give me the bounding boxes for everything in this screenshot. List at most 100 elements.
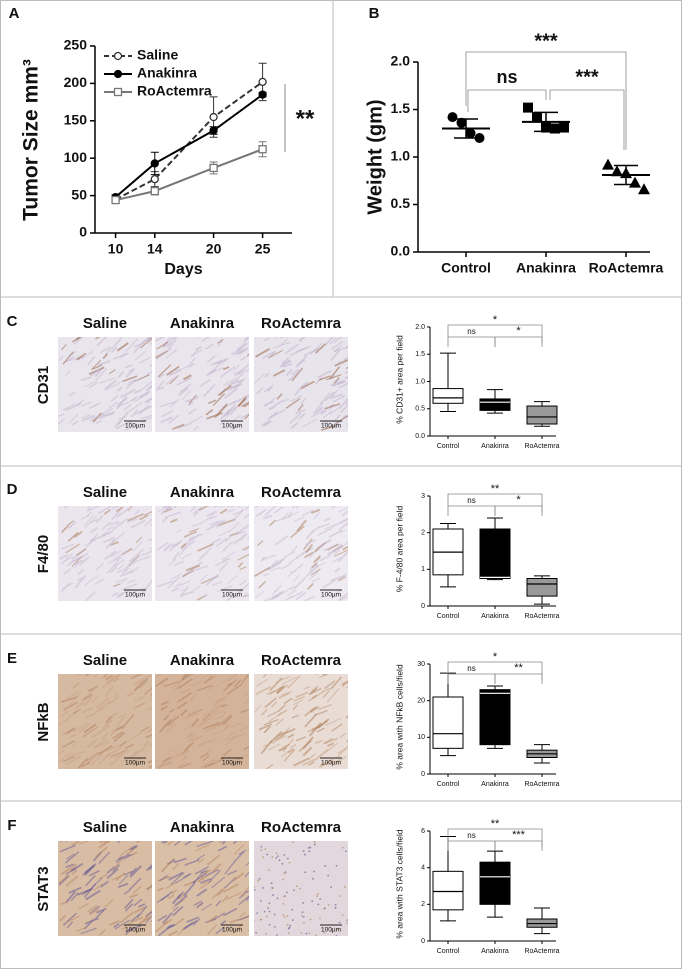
- tissue-fiber: [197, 858, 205, 864]
- tissue-fiber: [275, 718, 284, 727]
- nucleus: [344, 850, 347, 853]
- tissue-fiber: [163, 680, 180, 688]
- tissue-fiber: [295, 354, 308, 368]
- tissue-fiber: [111, 346, 118, 353]
- box: [432, 388, 464, 404]
- tissue-fiber: [72, 337, 82, 343]
- tissue-fiber: [243, 698, 249, 705]
- tissue-fiber: [179, 383, 192, 393]
- tissue-fiber: [302, 746, 313, 757]
- tissue-fiber: [233, 369, 244, 375]
- tissue-fiber: [72, 682, 80, 689]
- tissue-fiber: [242, 395, 249, 404]
- tissue-fiber: [337, 358, 348, 364]
- tissue-fiber: [316, 727, 325, 733]
- tissue-fiber: [240, 356, 247, 361]
- tissue-fiber: [98, 753, 110, 765]
- tissue-fiber: [225, 403, 237, 416]
- data-point: [447, 112, 458, 123]
- scale-bar-label: 100µm: [125, 927, 145, 934]
- nucleus: [314, 843, 316, 846]
- tissue-fiber: [205, 343, 214, 350]
- nucleus: [273, 913, 276, 916]
- tissue-fiber: [116, 395, 128, 410]
- tissue-fiber: [234, 349, 247, 356]
- nucleus: [268, 923, 271, 926]
- tissue-fiber: [118, 874, 129, 885]
- sd-bar: [534, 111, 558, 133]
- tissue-fiber: [199, 573, 208, 583]
- nucleus: [266, 915, 268, 918]
- tissue-fiber: [107, 524, 119, 536]
- tissue-fiber: [81, 413, 91, 420]
- tissue-fiber: [207, 684, 218, 690]
- tissue-fiber: [332, 377, 341, 387]
- tissue-fiber: [337, 745, 348, 758]
- y-tick-label: 10: [417, 734, 425, 741]
- tissue-fiber: [301, 418, 318, 428]
- tissue-fiber: [163, 841, 169, 844]
- image-title: Saline: [83, 819, 127, 836]
- nucleus: [256, 912, 259, 915]
- panel-letter: F: [7, 817, 16, 834]
- nucleus: [334, 903, 337, 906]
- y-tick-label: 200: [64, 74, 88, 90]
- nucleus: [275, 852, 278, 855]
- tissue-fiber: [263, 386, 272, 393]
- nucleus: [286, 923, 289, 926]
- tissue-fiber: [148, 866, 152, 871]
- annotation: **: [296, 105, 315, 132]
- nucleus: [295, 885, 298, 888]
- tissue-fiber: [84, 539, 97, 547]
- micrograph-texture: [254, 674, 348, 769]
- y-axis-label: Tumor Size mm³: [20, 59, 43, 221]
- y-tick-label: 0: [421, 603, 425, 610]
- tissue-fiber: [170, 872, 185, 886]
- tissue-fiber: [297, 404, 304, 412]
- tissue-fiber: [213, 709, 220, 714]
- tissue-fiber: [111, 591, 119, 597]
- tissue-fiber: [129, 396, 138, 403]
- tissue-fiber: [288, 557, 298, 564]
- tissue-fiber: [256, 678, 269, 687]
- tissue-fiber: [334, 567, 341, 573]
- tissue-fiber: [236, 377, 247, 388]
- tissue-fiber: [293, 577, 306, 590]
- nucleus: [271, 856, 274, 858]
- tissue-fiber: [196, 902, 204, 909]
- tissue-fiber: [157, 761, 173, 768]
- tissue-fiber: [201, 873, 211, 881]
- tissue-fiber: [67, 413, 79, 425]
- tissue-fiber: [263, 573, 270, 577]
- tissue-fiber: [160, 416, 173, 424]
- tissue-fiber: [104, 899, 114, 908]
- tissue-fiber: [114, 919, 131, 930]
- tissue-fiber: [311, 694, 318, 700]
- tissue-fiber: [104, 685, 114, 697]
- tissue-fiber: [95, 738, 109, 747]
- tissue-fiber: [321, 424, 337, 431]
- tissue-fiber: [240, 708, 249, 714]
- tissue-fiber: [258, 580, 267, 589]
- tissue-fiber: [198, 506, 209, 512]
- nucleus: [283, 872, 286, 875]
- tissue-fiber: [295, 506, 300, 509]
- x-tick-label: RoActemra: [524, 443, 559, 450]
- tissue-fiber: [100, 681, 111, 690]
- tissue-fiber: [65, 755, 82, 766]
- tissue-fiber: [126, 518, 138, 523]
- tissue-fiber: [323, 517, 331, 522]
- tissue-fiber: [331, 389, 339, 397]
- tissue-fiber: [94, 369, 102, 378]
- tissue-fiber: [302, 757, 318, 766]
- tissue-fiber: [58, 875, 70, 886]
- tissue-fiber: [168, 930, 178, 936]
- tissue-fiber: [185, 564, 201, 572]
- tissue-fiber: [333, 346, 348, 353]
- tissue-fiber: [96, 337, 108, 347]
- tissue-fiber: [91, 730, 102, 739]
- nucleus: [293, 889, 295, 892]
- tissue-fiber: [187, 401, 194, 407]
- tissue-fiber: [124, 424, 138, 431]
- nucleus: [284, 916, 286, 918]
